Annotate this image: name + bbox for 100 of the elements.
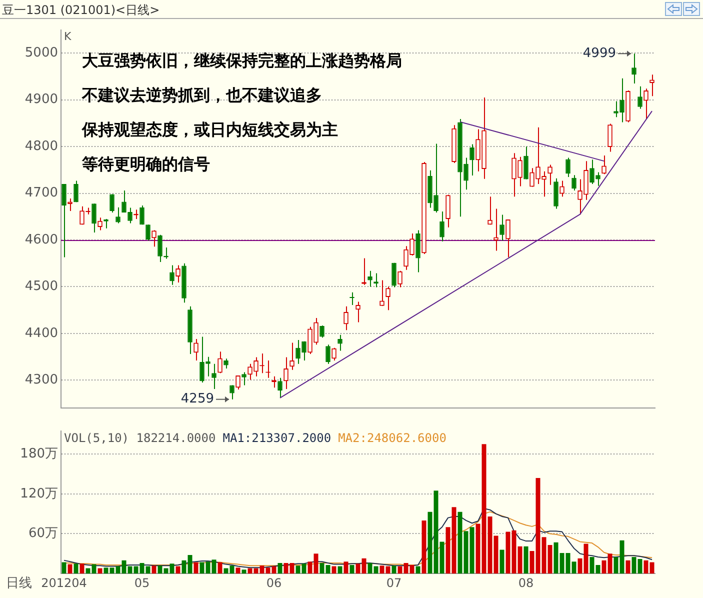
candlestick (344, 306, 348, 331)
y-tick-label: 4700 (24, 186, 58, 201)
y-tick-label: 4600 (24, 232, 58, 248)
candlestick (476, 128, 480, 172)
y-tick-label: 4800 (24, 138, 58, 154)
y-tick-label: 4300 (24, 372, 58, 388)
bar (350, 564, 354, 574)
text: MA2:248062.6000 (338, 430, 446, 445)
candlestick (578, 178, 582, 215)
annotation: 保持观望态度，或日内短线交易为主 (81, 120, 338, 139)
candlestick (602, 154, 606, 175)
candlestick (440, 211, 444, 242)
candlestick (296, 339, 300, 364)
candlestick (200, 336, 204, 384)
candlestick (290, 342, 294, 370)
annotation: 大豆强势依旧，继续保持完整的上涨趋势格局 (82, 50, 402, 70)
candlestick (308, 326, 312, 355)
candlestick (248, 363, 252, 380)
candlestick (470, 144, 474, 176)
y-axis-title: K (64, 30, 72, 44)
candlestick (614, 100, 618, 118)
candlestick (98, 217, 102, 231)
candlestick (116, 206, 120, 224)
bar (74, 564, 78, 574)
bar (68, 564, 72, 574)
annotation: 不建议去逆势抓到，也不建议追多 (81, 85, 322, 104)
candlestick (464, 157, 468, 190)
candlestick (608, 123, 612, 152)
bar (152, 566, 156, 574)
candlestick (638, 86, 642, 110)
candlestick (566, 157, 570, 178)
candlestick (518, 156, 522, 187)
bar (500, 550, 504, 574)
candlestick (572, 174, 576, 192)
y-tick-label: 180万 (20, 446, 58, 462)
bar (344, 562, 348, 574)
annotation: 4999 (582, 46, 616, 61)
candlestick (434, 143, 438, 213)
x-tick-label: 06 (266, 576, 282, 590)
candlestick (596, 172, 600, 186)
candlestick (146, 224, 150, 241)
candlestick (326, 344, 330, 364)
candlestick (380, 280, 384, 306)
candlestick (392, 262, 396, 288)
candlestick (644, 88, 648, 120)
candlestick (404, 246, 408, 270)
bar (338, 566, 342, 574)
candlestick (302, 340, 306, 362)
candlestick (416, 230, 420, 273)
y-tick-label: 60万 (28, 526, 58, 542)
candlestick (140, 204, 144, 226)
x-tick-label: 07 (386, 576, 402, 590)
y-tick-label: 4500 (24, 279, 58, 294)
candlestick (530, 168, 534, 188)
candlestick (254, 356, 258, 377)
candlestick (194, 338, 198, 362)
chart-title: VOL(5,10) 182214.0000 (64, 430, 216, 445)
candlestick (542, 170, 546, 198)
bar (176, 566, 180, 574)
bar (422, 520, 426, 574)
y-tick-label: 5000 (24, 46, 58, 61)
bar (236, 568, 240, 574)
candlestick (122, 190, 126, 213)
candlestick (368, 270, 372, 288)
y-tick-label: 4900 (24, 92, 58, 108)
candlestick (80, 206, 84, 226)
bar (218, 562, 222, 574)
candlestick (62, 183, 66, 258)
candlestick (176, 264, 180, 284)
candlestick (356, 301, 360, 323)
candlestick (284, 356, 288, 390)
candlestick (206, 356, 210, 377)
bar (524, 546, 528, 574)
candlestick (314, 318, 318, 346)
annotation: 等待更明确的信号 (81, 154, 210, 174)
candlestick (236, 375, 240, 390)
x-axis-title: 日线 (6, 576, 32, 592)
candlestick (512, 152, 516, 198)
candlestick (68, 198, 72, 212)
candlestick (506, 218, 510, 258)
candlestick (584, 160, 588, 200)
candlestick (632, 53, 636, 84)
candlestick (128, 207, 132, 224)
candlestick (500, 214, 504, 241)
bar (62, 562, 66, 574)
candlestick (74, 180, 78, 203)
candlestick (410, 232, 414, 256)
candlestick (446, 194, 450, 228)
candlestick (620, 78, 624, 123)
x-tick-label: 201204 (41, 576, 87, 590)
candlestick (152, 230, 156, 248)
bar (416, 566, 420, 574)
candlestick (386, 286, 390, 311)
x-tick-label: 08 (518, 576, 534, 590)
candlestick (488, 196, 492, 226)
candlestick (548, 164, 552, 186)
y-tick-label: 4400 (24, 326, 58, 341)
candlestick (218, 351, 222, 374)
candlestick (158, 234, 162, 262)
annotation: 4259 (180, 392, 214, 407)
